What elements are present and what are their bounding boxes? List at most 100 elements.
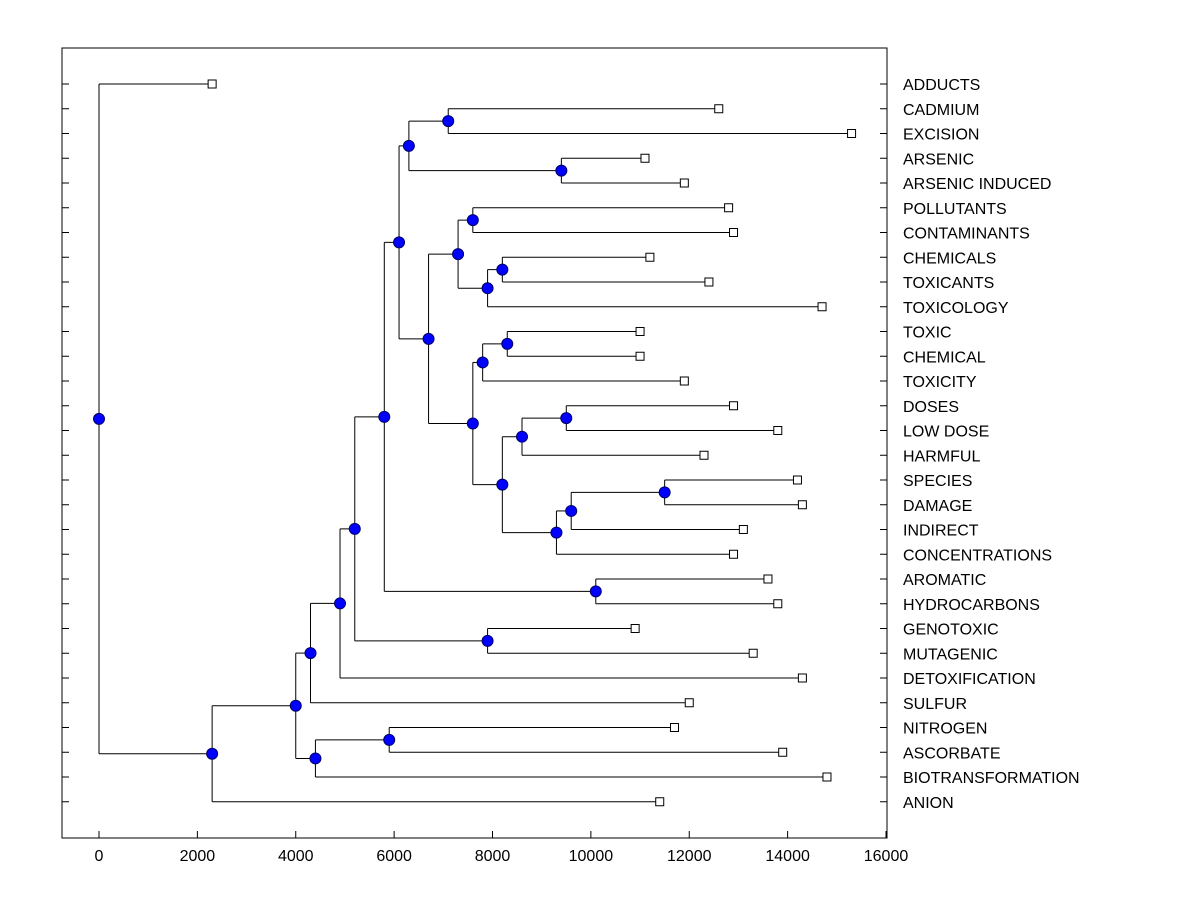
leaf-label-L20: AROMATIC (903, 572, 986, 589)
merge-node-N5 (496, 263, 509, 276)
leaf-markers (207, 79, 857, 807)
leaf-marker-L18 (738, 525, 748, 534)
leaf-label-L29: ANION (903, 795, 954, 812)
merge-node-N1 (442, 115, 455, 128)
leaf-label-L14: LOW DOSE (903, 424, 989, 441)
leaf-marker-L12 (679, 376, 689, 386)
leaf-label-L25: SULFUR (903, 696, 967, 713)
leaf-marker-L3 (640, 153, 650, 163)
leaf-label-L6: CONTAMINANTS (903, 226, 1030, 243)
leaf-marker-L10 (635, 327, 645, 336)
merge-node-N2 (555, 164, 568, 177)
leaf-label-L5: POLLUTANTS (903, 201, 1007, 218)
merge-node-N19 (589, 585, 602, 598)
merge-node-markers (93, 115, 671, 765)
merge-node-N20 (378, 410, 391, 423)
leaf-marker-L9 (817, 302, 827, 312)
leaf-label-L1: CADMIUM (903, 102, 979, 119)
merge-node-N27 (289, 699, 302, 712)
leaf-label-L2: EXCISION (903, 127, 979, 144)
merge-node-N23 (334, 597, 347, 610)
leaf-marker-L23 (748, 648, 758, 658)
leaf-label-L8: TOXICANTS (903, 275, 994, 292)
leaf-marker-L21 (773, 599, 783, 609)
branch-lines (98, 83, 852, 803)
leaf-label-L18: INDIRECT (903, 523, 979, 540)
leaf-label-L21: HYDROCARBONS (903, 597, 1040, 614)
leaf-label-L15: HARMFUL (903, 448, 980, 465)
merge-node-N22 (348, 522, 361, 535)
leaf-label-L16: SPECIES (903, 473, 972, 490)
leaf-marker-L5 (724, 203, 734, 213)
merge-node-N16 (466, 417, 479, 430)
x-tick-label: 16000 (864, 848, 909, 865)
leaf-marker-L26 (669, 723, 679, 732)
merge-node-N21 (481, 634, 494, 647)
leaf-marker-L4 (679, 178, 689, 188)
leaf-marker-L16 (792, 475, 802, 485)
leaf-marker-L24 (797, 673, 807, 683)
leaf-marker-L2 (847, 129, 857, 138)
merge-node-N18 (393, 236, 406, 249)
leaf-label-L11: CHEMICAL (903, 349, 986, 366)
leaf-label-L0: ADDUCTS (903, 77, 980, 94)
x-axis: 0 2000 4000 6000 8000 10000 12000 14000 16000 (95, 831, 909, 865)
leaf-label-L7: CHEMICALS (903, 250, 996, 267)
merge-node-N25 (383, 733, 396, 746)
leaf-marker-L29 (655, 797, 665, 807)
plot-frame (61, 47, 888, 839)
leaf-labels: ADDUCTS CADMIUM EXCISION ARSENIC ARSENIC IND… (903, 77, 1080, 812)
merge-node-N8 (501, 337, 514, 350)
leaf-marker-L8 (704, 277, 714, 287)
leaf-marker-L28 (822, 772, 832, 782)
leaf-marker-L17 (797, 500, 807, 510)
leaf-marker-L25 (684, 698, 694, 708)
merge-node-N12 (658, 486, 671, 499)
leaf-label-L26: NITROGEN (903, 721, 987, 738)
merge-node-N14 (550, 526, 563, 539)
leaf-marker-L19 (729, 549, 739, 559)
leaf-label-L17: DAMAGE (903, 498, 972, 515)
x-tick-label: 8000 (475, 848, 511, 865)
x-tick-label: 2000 (180, 848, 216, 865)
leaf-marker-L13 (729, 401, 739, 411)
merge-node-N6 (481, 282, 494, 295)
leaf-label-L13: DOSES (903, 399, 959, 416)
leaf-label-L10: TOXIC (903, 325, 952, 342)
merge-node-N10 (560, 412, 573, 425)
leaf-label-L4: ARSENIC INDUCED (903, 176, 1051, 193)
leaf-marker-L20 (763, 574, 773, 584)
leaf-label-L19: CONCENTRATIONS (903, 547, 1052, 564)
leaf-marker-L1 (714, 104, 724, 114)
leaf-label-L22: GENOTOXIC (903, 622, 999, 639)
leaf-marker-L7 (645, 252, 655, 262)
merge-node-N17 (422, 332, 435, 345)
merge-node-N13 (565, 504, 578, 517)
leaf-label-L23: MUTAGENIC (903, 646, 998, 663)
leaf-label-L12: TOXICITY (903, 374, 977, 391)
merge-node-N4 (466, 214, 479, 227)
leaf-marker-L15 (699, 450, 709, 460)
merge-node-N7 (452, 248, 465, 261)
leaf-label-L3: ARSENIC (903, 151, 974, 168)
merge-node-N28 (206, 747, 219, 760)
merge-node-N11 (516, 430, 529, 443)
merge-node-N3 (402, 139, 415, 152)
x-tick-label: 4000 (278, 848, 314, 865)
merge-node-N29 (93, 412, 105, 425)
leaf-label-L28: BIOTRANSFORMATION (903, 770, 1080, 787)
x-tick-label: 0 (95, 848, 104, 865)
x-tick-label: 12000 (667, 848, 712, 865)
leaf-label-L27: ASCORBATE (903, 745, 1001, 762)
leaf-label-L24: DETOXIFICATION (903, 671, 1036, 688)
x-tick-label: 6000 (376, 848, 412, 865)
leaf-label-L9: TOXICOLOGY (903, 300, 1009, 317)
y-axis-ticks (62, 83, 887, 803)
x-tick-label: 10000 (569, 848, 614, 865)
leaf-marker-L22 (630, 624, 640, 633)
leaf-marker-L6 (729, 228, 739, 237)
leaf-marker-L0 (207, 79, 217, 89)
x-tick-label: 14000 (765, 848, 810, 865)
merge-node-N9 (476, 356, 489, 369)
